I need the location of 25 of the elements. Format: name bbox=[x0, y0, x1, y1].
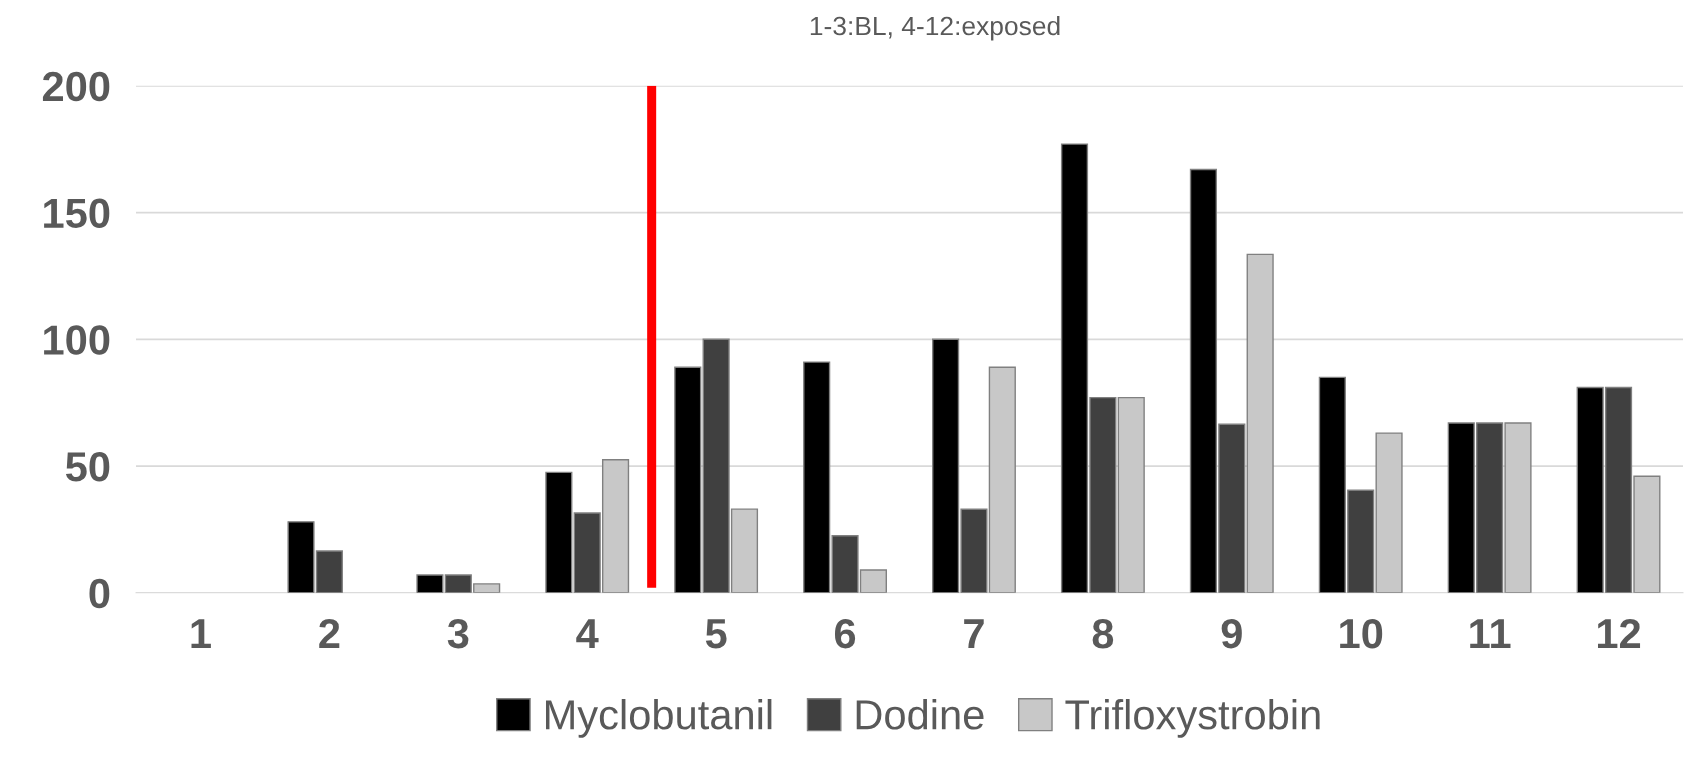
x-tick-label: 6 bbox=[834, 618, 856, 649]
x-tick-label: 7 bbox=[964, 619, 984, 648]
y-tick-label: 50 bbox=[65, 452, 110, 482]
x-tick-label: 1 bbox=[191, 619, 211, 648]
x-tick-label: 4 bbox=[576, 619, 599, 648]
x-tick-label: 2 bbox=[319, 618, 340, 648]
x-tick-label: 10 bbox=[1340, 618, 1383, 649]
x-tick-label: 11 bbox=[1470, 619, 1511, 648]
y-tick-label: 200 bbox=[42, 71, 110, 102]
bar bbox=[674, 366, 702, 593]
bar bbox=[1246, 253, 1274, 593]
y-tick-label: 0 bbox=[89, 578, 110, 609]
bar bbox=[1117, 396, 1145, 593]
x-tick-label: 12 bbox=[1597, 618, 1641, 648]
chart-title: 1-3:BL, 4-12:exposed bbox=[810, 15, 1060, 41]
x-tick-label: 9 bbox=[1221, 618, 1242, 649]
x-tick-label: 5 bbox=[705, 619, 727, 649]
legend-label: Dodine bbox=[856, 698, 984, 730]
x-tick-label: 8 bbox=[1092, 618, 1114, 649]
legend-label: Myclobutanil bbox=[545, 698, 772, 738]
bar bbox=[545, 471, 573, 593]
y-tick-label: 150 bbox=[44, 198, 110, 229]
legend-label: Trifloxystrobin bbox=[1065, 698, 1320, 738]
x-tick-label: 3 bbox=[447, 618, 469, 649]
y-tick-label: 100 bbox=[44, 325, 110, 355]
